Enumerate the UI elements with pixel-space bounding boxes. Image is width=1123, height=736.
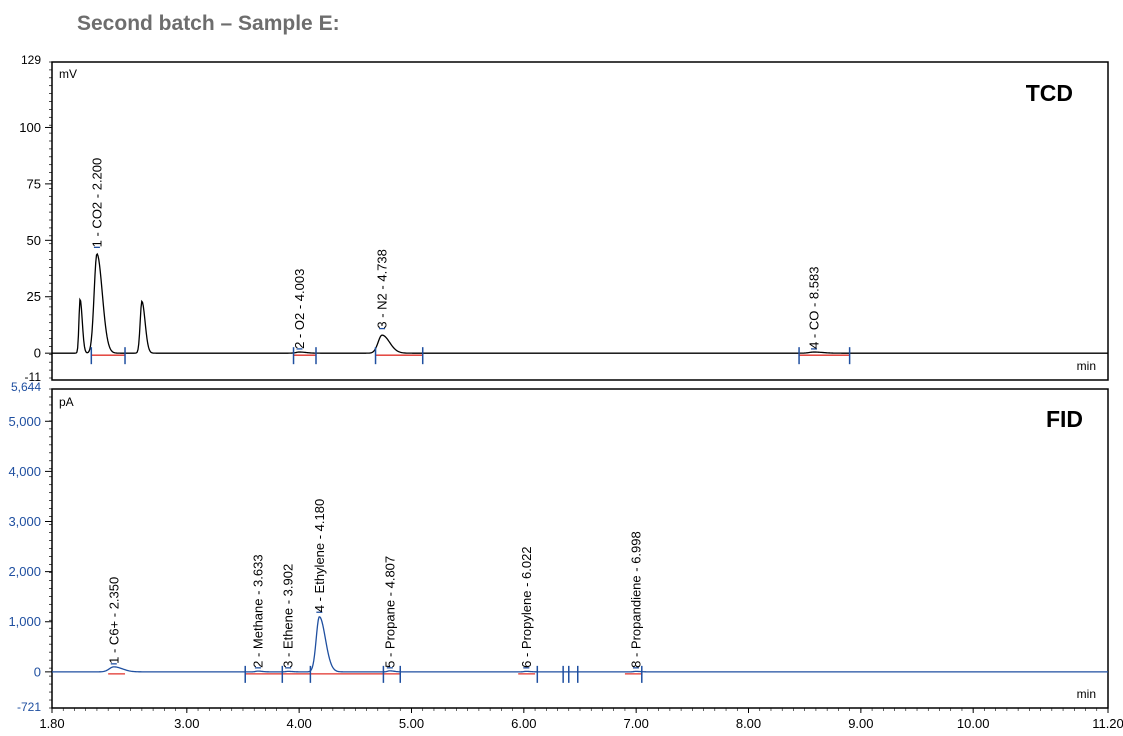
- tcd-peak-label: 2 - O2 - 4.003: [292, 269, 307, 349]
- fid-peak-label: 1 - C6+ - 2.350: [106, 577, 121, 664]
- x-tick-label: 7.00: [624, 716, 649, 731]
- fid-y-tick-label: 1,000: [8, 614, 41, 629]
- fid-peak-label: 3 - Ethene - 3.902: [281, 564, 296, 668]
- tcd-y-tick-label: 0: [34, 346, 41, 361]
- x-tick-label: 1.80: [39, 716, 64, 731]
- tcd-peak-label: 3 - N2 - 4.738: [375, 249, 390, 329]
- tcd-x-unit-label: min: [1077, 359, 1096, 373]
- x-tick-label: 6.00: [511, 716, 536, 731]
- fid-peak-label: 8 - Propandiene - 6.998: [628, 531, 643, 668]
- tcd-y-min-label: -11: [25, 370, 42, 384]
- tcd-y-tick-label: 100: [19, 120, 41, 135]
- tcd-detector-title: TCD: [1026, 80, 1073, 106]
- fid-y-tick-label: 3,000: [8, 514, 41, 529]
- x-tick-label: 11.20: [1092, 716, 1123, 731]
- x-tick-label: 4.00: [286, 716, 311, 731]
- x-tick-label: 5.00: [399, 716, 424, 731]
- fid-signal-trace: [52, 616, 1108, 673]
- tcd-signal-trace: [52, 252, 1108, 354]
- x-tick-label: 9.00: [848, 716, 873, 731]
- x-tick-label: 3.00: [174, 716, 199, 731]
- tcd-plot-frame: [51, 61, 1109, 381]
- x-tick-label: 10.00: [957, 716, 990, 731]
- fid-y-tick-label: 0: [34, 664, 41, 679]
- fid-y-tick-label: 2,000: [8, 564, 41, 579]
- fid-x-unit-label: min: [1077, 687, 1096, 701]
- page-heading: Second batch – Sample E:: [77, 12, 340, 35]
- fid-peak-label: 6 - Propylene - 6.022: [519, 546, 534, 667]
- fid-unit-label: pA: [59, 395, 74, 409]
- fid-y-tick-label: 5,000: [8, 414, 41, 429]
- tcd-y-max-label: 129: [21, 53, 41, 67]
- fid-y-min-label: -721: [17, 700, 41, 714]
- fid-y-tick-label: 4,000: [8, 464, 41, 479]
- tcd-y-tick-label: 50: [27, 233, 41, 248]
- fid-peak-label: 4 - Ethylene - 4.180: [312, 499, 327, 612]
- fid-plot-frame: [51, 388, 1109, 709]
- tcd-y-tick-label: 25: [27, 289, 41, 304]
- fid-peak-label: 5 - Propane - 4.807: [382, 556, 397, 668]
- tcd-peak-label: 4 - CO - 8.583: [807, 267, 822, 349]
- fid-detector-title: FID: [1046, 406, 1083, 432]
- fid-y-max-label: 5,644: [11, 380, 41, 394]
- tcd-peak-label: 1 - CO2 - 2.200: [89, 158, 104, 248]
- tcd-y-tick-label: 75: [27, 176, 41, 191]
- fid-peak-label: 2 - Methane - 3.633: [250, 554, 265, 667]
- tcd-unit-label: mV: [59, 67, 77, 81]
- x-tick-label: 8.00: [736, 716, 761, 731]
